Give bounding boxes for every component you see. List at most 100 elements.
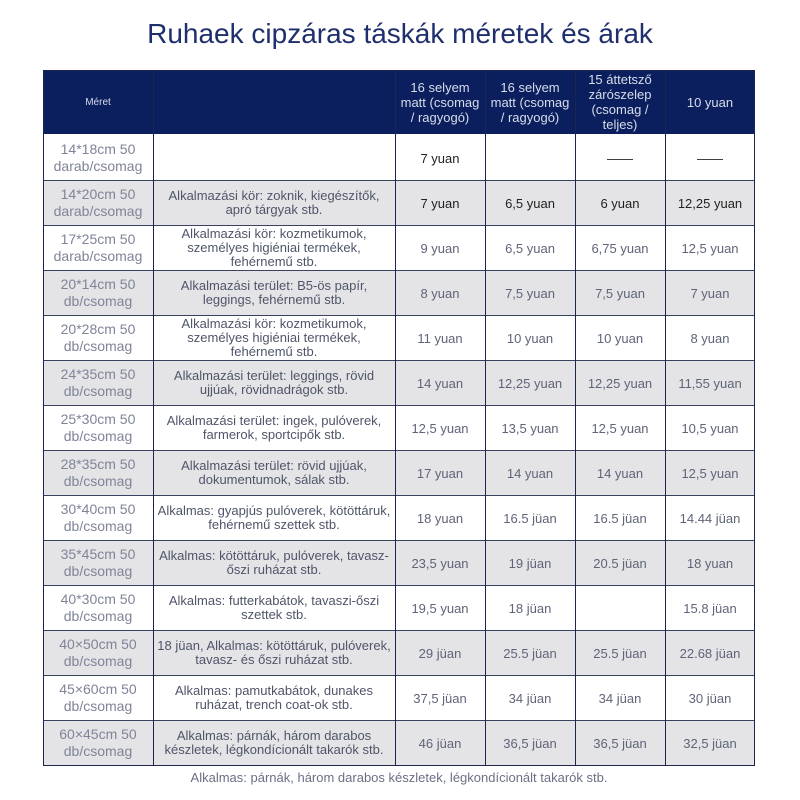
table-row: 20*28cm 50 db/csomag Alkalmazási kör: koz… [43, 316, 755, 361]
price-cell: 14 yuan [416, 375, 464, 391]
row-size: 35*45cm 50 db/csomag [60, 546, 136, 579]
table-row: 60×45cm 50 db/csomag Alkalmas: párnák, há… [43, 721, 755, 766]
price-cell: 6 yuan [600, 195, 640, 211]
price-cell: 12,5 yuan [681, 465, 739, 481]
price-cell: 10 yuan [506, 330, 554, 346]
price-cell [485, 136, 575, 180]
price-cell: 20.5 jüan [593, 555, 647, 571]
price-cell: 16.5 jüan [593, 510, 647, 526]
price-cell: 18 yuan [686, 555, 734, 571]
application-note: Alkalmas: párnák, három darabos készlete… [164, 728, 384, 757]
price-cell: 15.8 jüan [683, 600, 737, 616]
price-cell: —— [607, 150, 633, 166]
price-cell: 7 yuan [420, 150, 460, 166]
page-title: Ruhaek cipzáras táskák méretek és árak [147, 18, 653, 49]
price-cell: 12,25 yuan [677, 195, 743, 211]
price-cell: 7,5 yuan [595, 285, 645, 301]
table-row: 20*14cm 50 db/csomag Alkalmazási terület:… [43, 271, 755, 316]
row-size: 40×50cm 50 db/csomag [59, 636, 137, 669]
price-cell: 19,5 yuan [411, 600, 469, 616]
table-row: 17*25cm 50 darab/csomag Alkalmazási kör: … [43, 226, 755, 271]
price-cell: 32,5 jüan [683, 735, 737, 751]
price-cell: 10 yuan [596, 330, 644, 346]
row-size: 24*35cm 50 db/csomag [60, 366, 136, 399]
row-size: 20*14cm 50 db/csomag [60, 276, 136, 309]
table-row: 40×50cm 50 db/csomag 18 jüan, Alkalmas: k… [43, 631, 755, 676]
price-cell: 6,75 yuan [591, 240, 649, 256]
price-cell: 17 yuan [416, 465, 464, 481]
price-cell: 12,25 yuan [587, 375, 653, 391]
application-note: 18 jüan, Alkalmas: kötöttáruk, pulóverek… [157, 638, 391, 667]
row-size: 30*40cm 50 db/csomag [60, 501, 136, 534]
row-size: 20*28cm 50 db/csomag [60, 321, 136, 354]
header-size: Méret [85, 96, 111, 108]
row-size: 28*35cm 50 db/csomag [60, 456, 136, 489]
price-cell: 37,5 jüan [413, 690, 467, 706]
price-cell: 25.5 jüan [503, 645, 557, 661]
header-col4: 10 yuan [686, 94, 734, 110]
application-note [153, 136, 395, 180]
row-size: 45×60cm 50 db/csomag [59, 681, 137, 714]
application-note: Alkalmazási terület: ingek, pulóverek, f… [166, 413, 382, 442]
price-cell: 25.5 jüan [593, 645, 647, 661]
row-size: 14*20cm 50 darab/csomag [53, 186, 143, 219]
price-cell: 36,5 jüan [593, 735, 647, 751]
price-cell: 12,5 yuan [411, 420, 469, 436]
application-note: Alkalmazási terület: B5-ös papír, leggin… [180, 278, 368, 307]
price-cell: 22.68 jüan [679, 645, 741, 661]
application-note: Alkalmas: pamutkabátok, dunakes ruházat,… [175, 683, 373, 712]
price-cell: 14 yuan [506, 465, 554, 481]
header-col1: 16 selyem matt (csomag / ragyogó) [400, 79, 480, 125]
price-cell: 10,5 yuan [681, 420, 739, 436]
price-cell: 13,5 yuan [501, 420, 559, 436]
application-note: Alkalmas: gyapjús pulóverek, kötöttáruk,… [157, 503, 391, 532]
table-row: 14*18cm 50 darab/csomag 7 yuan —— —— [43, 136, 755, 181]
row-size: 60×45cm 50 db/csomag [59, 726, 137, 759]
price-cell: 46 jüan [418, 735, 462, 751]
column-divider [153, 70, 154, 766]
application-note: Alkalmazási terület: leggings, rövid ujj… [173, 368, 375, 397]
price-cell: 6,5 yuan [505, 195, 555, 211]
price-cell: 8 yuan [420, 285, 460, 301]
row-size: 17*25cm 50 darab/csomag [53, 231, 143, 264]
price-cell: 12,25 yuan [497, 375, 563, 391]
price-cell: 7,5 yuan [505, 285, 555, 301]
row-size: 14*18cm 50 darab/csomag [53, 141, 143, 174]
price-cell: 14.44 jüan [679, 510, 741, 526]
price-cell: 9 yuan [420, 240, 460, 256]
table-row: 24*35cm 50 db/csomag Alkalmazási terület:… [43, 361, 755, 406]
row-size: 25*30cm 50 db/csomag [60, 411, 136, 444]
table-row: 30*40cm 50 db/csomag Alkalmas: gyapjús pu… [43, 496, 755, 541]
table-row: 28*35cm 50 db/csomag Alkalmazási terület:… [43, 451, 755, 496]
table-row: 14*20cm 50 darab/csomag Alkalmazási kör: … [43, 181, 755, 226]
application-note: Alkalmas: kötöttáruk, pulóverek, tavasz-… [159, 548, 389, 577]
price-cell: 16.5 jüan [503, 510, 557, 526]
column-divider [395, 70, 396, 766]
price-cell: 7 yuan [690, 285, 730, 301]
application-note: Alkalmazási kör: zoknik, kiegészítők, ap… [168, 188, 380, 217]
price-cell: 19 jüan [508, 555, 552, 571]
table-row: 45×60cm 50 db/csomag Alkalmas: pamutkabát… [43, 676, 755, 721]
column-divider [575, 70, 576, 766]
row-size: 40*30cm 50 db/csomag [60, 591, 136, 624]
price-cell: 23,5 yuan [411, 555, 469, 571]
price-cell: 12,5 yuan [681, 240, 739, 256]
price-cell: 6,5 yuan [505, 240, 555, 256]
application-note: Alkalmas: futterkabátok, tavaszi-őszi sz… [168, 593, 380, 622]
price-cell: 12,5 yuan [591, 420, 649, 436]
application-note: Alkalmazási terület: rövid ujjúak, dokum… [181, 458, 367, 487]
price-cell: 18 jüan [508, 600, 552, 616]
column-divider [665, 70, 666, 766]
price-cell: 29 jüan [418, 645, 462, 661]
price-cell: 14 yuan [596, 465, 644, 481]
price-cell: 36,5 jüan [503, 735, 557, 751]
header-col3: 15 áttetsző zárószelep (csomag / teljes) [588, 72, 652, 132]
price-cell: 18 yuan [416, 510, 464, 526]
price-cell: 34 jüan [598, 690, 642, 706]
price-cell: —— [697, 150, 723, 166]
price-cell [575, 586, 665, 630]
column-divider [485, 70, 486, 766]
footer-note: Alkalmas: párnák, három darabos készlete… [190, 770, 608, 785]
price-cell: 8 yuan [690, 330, 730, 346]
price-cell: 11 yuan [417, 330, 463, 346]
